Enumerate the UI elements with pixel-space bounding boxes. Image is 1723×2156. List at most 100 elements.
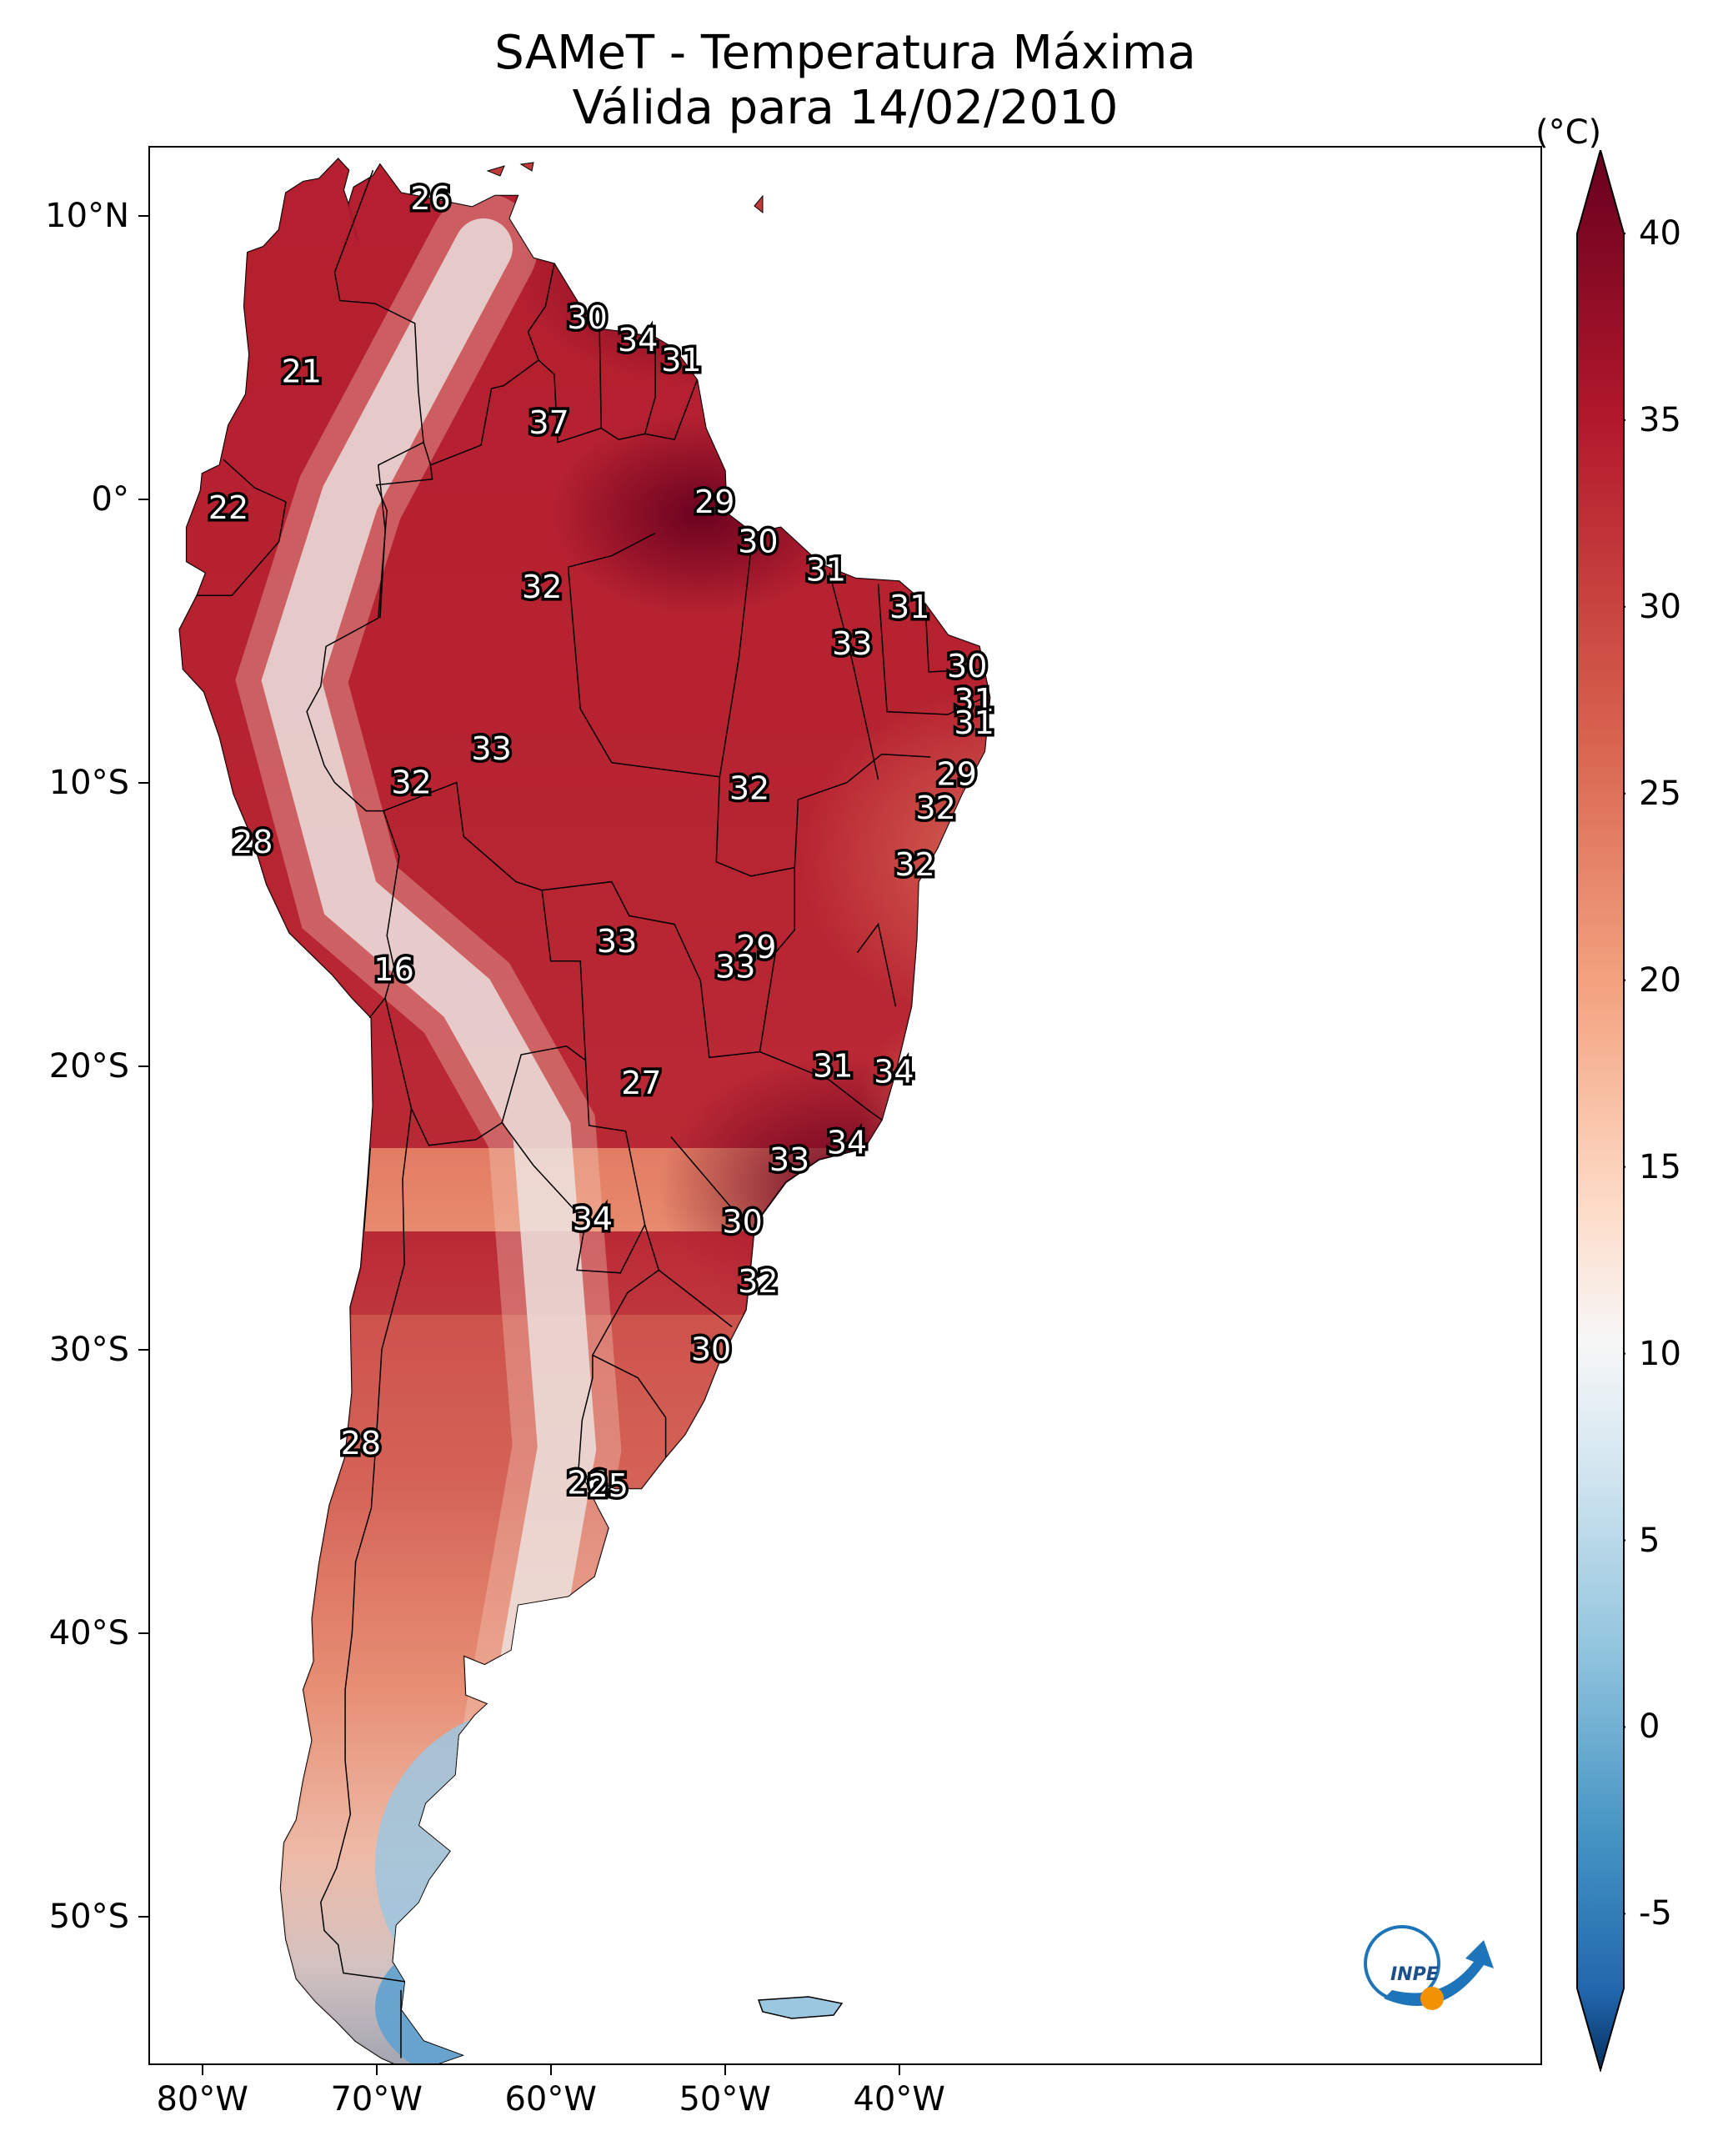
border-line (542, 867, 796, 1059)
contour-label: 31 (806, 552, 846, 589)
border-line (567, 532, 656, 764)
falkland-islands (757, 1996, 844, 2019)
colorbar-tick-label: 20 (1639, 960, 1681, 1000)
contour-label: 33 (832, 625, 872, 662)
border-line (670, 1136, 747, 1226)
border-line (430, 263, 555, 466)
lat-tick-label: 20°S (48, 1046, 129, 1086)
lat-tick-mark (138, 1632, 148, 1634)
lon-tick-mark (724, 2065, 726, 2075)
contour-label: 30 (738, 524, 778, 560)
contour-label: 25 (589, 1467, 629, 1504)
lat-tick-label: 0° (91, 479, 129, 519)
colorbar-tick-label: 10 (1639, 1334, 1681, 1373)
border-line (794, 753, 931, 868)
contour-label: 34 (827, 1124, 867, 1161)
lon-tick-mark (898, 2065, 900, 2075)
contour-label: 30 (947, 648, 987, 684)
contour-label: 32 (522, 569, 562, 605)
colorbar-tick-label: 25 (1639, 774, 1681, 813)
map-subtitle: Válida para 14/02/2010 (572, 81, 1119, 135)
border-line (538, 337, 656, 444)
lat-tick-label: 10°N (45, 196, 129, 235)
colorbar-tick-label: 40 (1639, 214, 1681, 253)
border-line (375, 464, 433, 619)
border-line (856, 922, 897, 1007)
contour-label: 31 (954, 682, 994, 719)
lon-tick-label: 50°W (679, 2080, 771, 2118)
border-line (924, 604, 979, 673)
border-line (368, 810, 400, 1019)
contour-label: 33 (597, 923, 637, 960)
map-title: SAMeT - Temperatura Máxima (494, 26, 1196, 80)
lat-tick-label: 40°S (48, 1613, 129, 1652)
contour-label: 21 (282, 353, 322, 390)
lon-tick-label: 80°W (156, 2080, 248, 2118)
contour-label: 32 (894, 846, 934, 883)
colorbar-tick-label: 15 (1639, 1147, 1681, 1186)
border-line (877, 584, 985, 715)
inpe-logo: INPE (1364, 1925, 1494, 2010)
contour-label: 26 (410, 180, 450, 217)
contour-label: 32 (915, 790, 955, 826)
lat-tick-mark (138, 1065, 148, 1067)
contour-label: 37 (528, 404, 568, 441)
border-line (306, 617, 384, 812)
lat-tick-label: 50°S (48, 1897, 129, 1936)
border-line (384, 997, 586, 1146)
colorbar-tick-label: -5 (1639, 1894, 1672, 1933)
border-line (644, 379, 699, 441)
colorbar-units: (°C) (1535, 113, 1602, 152)
lon-tick-label: 40°W (853, 2080, 945, 2118)
contour-label: 28 (341, 1425, 381, 1462)
lon-tick-label: 60°W (504, 2080, 597, 2118)
temperature-field (179, 158, 990, 2063)
border-line (592, 1354, 667, 1457)
colorbar-tick-label: 35 (1639, 400, 1681, 439)
contour-label: 34 (874, 1053, 914, 1090)
contour-label: 34 (618, 322, 658, 358)
colorbar-tick-label: 30 (1639, 587, 1681, 626)
contour-label: 31 (813, 1048, 853, 1085)
border-line (333, 169, 432, 466)
lat-tick-mark (138, 1348, 148, 1351)
contour-label: 34 (573, 1201, 613, 1237)
contour-label: 31 (661, 342, 701, 379)
contour-label: 32 (729, 770, 769, 806)
border-line (197, 501, 287, 596)
lon-tick-mark (201, 2065, 203, 2075)
border-line (501, 1122, 646, 1274)
contour-label: 30 (691, 1331, 731, 1368)
border-line (383, 781, 587, 1060)
lat-tick-mark (138, 1915, 148, 1918)
border-line (611, 533, 754, 778)
lat-tick-mark (138, 781, 148, 784)
contour-label: 33 (471, 730, 511, 767)
contour-label: 31 (954, 704, 994, 741)
border-line (320, 1108, 413, 1983)
contour-label: 30 (567, 299, 607, 336)
contour-label: 32 (738, 1263, 778, 1300)
border-line (578, 1060, 660, 1469)
lat-tick-mark (138, 214, 148, 217)
lat-tick-mark (138, 498, 148, 500)
contour-label: 29 (937, 755, 977, 792)
contour-label: 22 (208, 489, 248, 526)
colorbar-tick-label: 0 (1639, 1707, 1660, 1747)
lat-tick-label: 30°S (48, 1330, 129, 1369)
border-line (829, 572, 879, 780)
inpe-logo-text: INPE (1390, 1964, 1439, 1985)
political-borders (197, 169, 985, 2058)
contour-label: 33 (769, 1141, 809, 1178)
contour-label: 30 (722, 1204, 762, 1241)
caribbean-islands (486, 162, 764, 214)
contour-label: 29 (736, 929, 776, 965)
contour-label: 29 (694, 484, 734, 520)
lon-tick-label: 70°W (330, 2080, 423, 2118)
contour-label: 32 (391, 765, 431, 801)
contour-label: 31 (889, 589, 929, 625)
colorbar-tick-label: 5 (1639, 1521, 1660, 1560)
lat-tick-label: 10°S (48, 763, 129, 802)
